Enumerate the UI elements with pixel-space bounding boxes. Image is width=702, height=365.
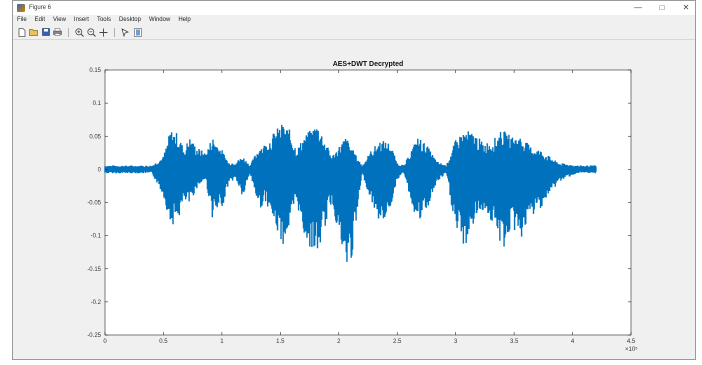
- y-tick-label: 0.05: [89, 134, 101, 140]
- menu-tools[interactable]: Tools: [96, 17, 111, 23]
- y-tick-label: 0.1: [93, 101, 102, 107]
- print-icon[interactable]: [53, 28, 62, 37]
- x-tick-label: 2.5: [393, 339, 402, 345]
- waveform-plot[interactable]: AES+DWT Decrypted 0 0.5 1 1.5 2 2.5 3 3.5 4 4.5×10…: [13, 40, 695, 360]
- menu-insert[interactable]: Insert: [73, 17, 89, 23]
- maximize-button[interactable]: □: [659, 3, 665, 12]
- zoom-out-icon[interactable]: [87, 27, 96, 37]
- chart-title: AES+DWT Decrypted: [333, 61, 404, 68]
- title-bar: Figure 6 — □ ✕: [13, 1, 695, 15]
- zoom-in-icon[interactable]: [75, 27, 84, 37]
- x-tick-label: 2: [337, 339, 341, 345]
- pan-icon[interactable]: [99, 28, 108, 37]
- x-tick-label: 0: [103, 339, 107, 345]
- menu-file[interactable]: File: [17, 17, 27, 23]
- y-tick-label: -0.05: [87, 201, 101, 207]
- figure-window: Figure 6 — □ ✕ File Edit View Insert Too…: [12, 0, 696, 360]
- y-tick-label: -0.2: [91, 300, 102, 306]
- new-file-icon[interactable]: [17, 27, 26, 37]
- y-tick-label: 0.15: [89, 68, 101, 74]
- insert-colorbar-icon[interactable]: [133, 27, 142, 37]
- y-tick-label: -0.1: [91, 234, 102, 240]
- data-cursor-icon[interactable]: [121, 27, 130, 37]
- x-tick-label: 1.5: [276, 339, 285, 345]
- menu-view[interactable]: View: [53, 17, 66, 23]
- toolbar-separator: [114, 27, 115, 37]
- x-tick-label: 4: [571, 339, 575, 345]
- x-tick-label: 3.5: [510, 339, 519, 345]
- open-folder-icon[interactable]: [29, 28, 38, 37]
- toolbar-separator: [68, 27, 69, 37]
- menu-bar: File Edit View Insert Tools Desktop Wind…: [13, 15, 695, 25]
- x-exponent-label: ×10⁵: [625, 346, 638, 353]
- figure-canvas: AES+DWT Decrypted 0 0.5 1 1.5 2 2.5 3 3.5 4 4.5 ×10…: [13, 40, 695, 359]
- window-controls: — □ ✕: [633, 2, 691, 14]
- x-tick-label: 3: [454, 339, 458, 345]
- x-tick-label: 1: [220, 339, 224, 345]
- menu-help[interactable]: Help: [178, 17, 191, 23]
- save-icon[interactable]: [41, 28, 50, 37]
- plot-axes-box: [104, 69, 632, 336]
- y-tick-label: 0: [98, 167, 102, 173]
- menu-window[interactable]: Window: [148, 17, 171, 23]
- toolbar: [13, 25, 695, 40]
- x-tick-label: 0.5: [159, 339, 168, 345]
- menu-desktop[interactable]: Desktop: [118, 17, 141, 23]
- close-button[interactable]: ✕: [682, 3, 690, 12]
- menu-edit[interactable]: Edit: [34, 17, 46, 23]
- y-tick-label: -0.25: [87, 333, 101, 339]
- x-tick-label: 4.5: [627, 339, 636, 345]
- y-tick-label: -0.15: [87, 267, 101, 273]
- matlab-icon: [17, 4, 25, 12]
- window-title: Figure 6: [29, 5, 52, 11]
- minimize-button[interactable]: —: [634, 3, 642, 12]
